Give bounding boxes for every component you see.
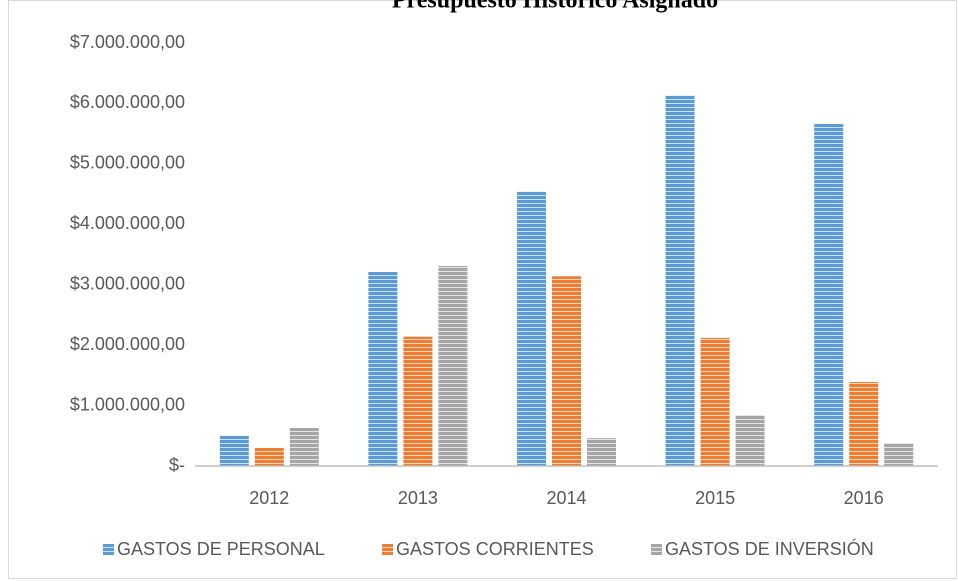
bar bbox=[403, 336, 433, 466]
y-tick-label: $3.000.000,00 bbox=[70, 273, 185, 293]
bar bbox=[254, 447, 284, 466]
bar bbox=[552, 276, 581, 466]
chart-border bbox=[8, 0, 957, 579]
bar bbox=[849, 382, 879, 466]
bar bbox=[368, 272, 398, 466]
bar bbox=[219, 435, 249, 466]
legend-label: GASTOS DE PERSONAL bbox=[117, 539, 325, 559]
bar bbox=[884, 443, 914, 466]
x-tick-label: 2012 bbox=[249, 488, 289, 508]
bar bbox=[665, 95, 695, 466]
bar bbox=[700, 337, 730, 466]
legend-label: GASTOS CORRIENTES bbox=[396, 539, 594, 559]
bar bbox=[438, 265, 468, 466]
y-tick-label: $4.000.000,00 bbox=[70, 213, 185, 233]
x-tick-label: 2015 bbox=[695, 488, 735, 508]
legend-label: GASTOS DE INVERSIÓN bbox=[665, 538, 874, 559]
legend-swatch bbox=[651, 544, 662, 555]
bar bbox=[517, 191, 546, 466]
y-tick-label: $6.000.000,00 bbox=[70, 92, 185, 112]
legend-swatch bbox=[103, 544, 114, 555]
y-tick-label: $- bbox=[169, 455, 185, 475]
x-tick-label: 2016 bbox=[844, 488, 884, 508]
x-tick-label: 2014 bbox=[546, 488, 586, 508]
y-tick-label: $2.000.000,00 bbox=[70, 334, 185, 354]
y-tick-label: $1.000.000,00 bbox=[70, 394, 185, 414]
bar bbox=[735, 415, 765, 466]
bar bbox=[814, 123, 844, 466]
y-tick-label: $7.000.000,00 bbox=[70, 32, 185, 52]
x-tick-label: 2013 bbox=[398, 488, 438, 508]
chart-title: Presupuesto Histórico Asignado bbox=[392, 0, 718, 14]
legend-swatch bbox=[382, 544, 393, 555]
bar bbox=[289, 427, 319, 466]
y-tick-label: $5.000.000,00 bbox=[70, 153, 185, 173]
bar bbox=[587, 438, 616, 466]
